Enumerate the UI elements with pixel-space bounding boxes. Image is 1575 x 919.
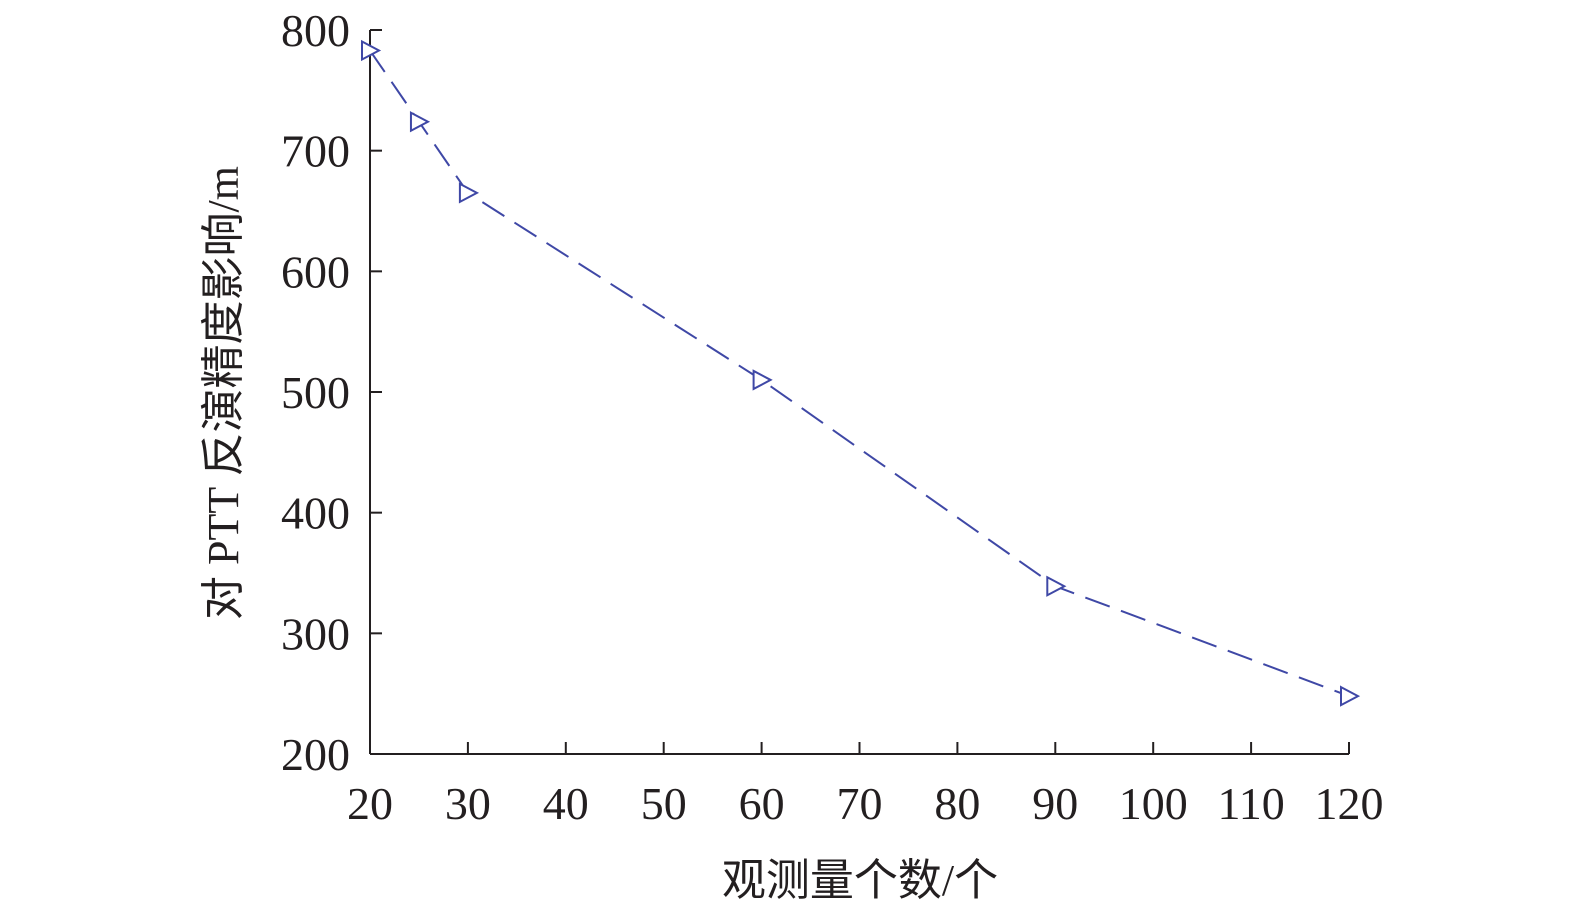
series-layer (361, 39, 1361, 707)
y-tick-label: 200 (281, 729, 350, 780)
x-tick-label: 80 (934, 778, 980, 829)
y-tick-label: 800 (281, 5, 350, 56)
x-tick-label: 100 (1119, 778, 1188, 829)
x-axis-ticks: 20 30 40 50 60 70 80 90 100 110 120 (347, 742, 1384, 829)
x-tick-label: 90 (1032, 778, 1078, 829)
x-tick-label: 70 (837, 778, 883, 829)
y-tick-label: 500 (281, 367, 350, 418)
x-tick-label: 20 (347, 778, 393, 829)
y-tick-label: 400 (281, 488, 350, 539)
data-point-marker (409, 111, 431, 133)
x-axis-title: 观测量个数/个 (722, 856, 998, 905)
x-tick-label: 60 (739, 778, 785, 829)
y-tick-label: 700 (281, 126, 350, 177)
series-line (369, 49, 1350, 698)
data-point-marker (361, 39, 382, 62)
y-axis-title: 对 PTT 反演精度影响/m (199, 166, 248, 620)
y-axis-ticks: 200 300 400 500 600 700 800 (281, 5, 382, 780)
x-tick-label: 120 (1315, 778, 1384, 829)
x-tick-label: 30 (445, 778, 491, 829)
data-point-marker (1046, 575, 1067, 597)
axes (369, 30, 1349, 755)
y-tick-label: 300 (281, 608, 350, 659)
x-tick-label: 110 (1217, 778, 1284, 829)
data-point-marker (752, 369, 773, 391)
x-tick-label: 50 (641, 778, 687, 829)
data-point-marker (458, 182, 480, 204)
data-point-marker (1340, 685, 1361, 707)
x-tick-label: 40 (543, 778, 589, 829)
y-tick-label: 600 (281, 246, 350, 297)
